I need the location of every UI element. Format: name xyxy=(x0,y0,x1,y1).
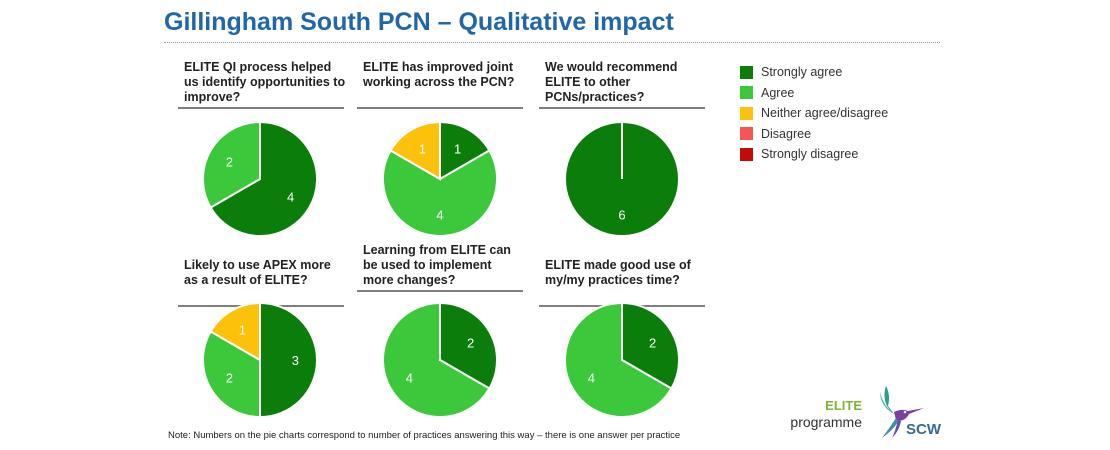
pie-slice-neither-agree-disagree xyxy=(389,120,441,181)
pie-data-label: 1 xyxy=(419,141,426,156)
chart-title: Learning from ELITE can be used to imple… xyxy=(363,243,511,287)
pie-data-label: 2 xyxy=(649,335,656,350)
pie-slice-agree xyxy=(382,301,491,418)
pie-data-label: 4 xyxy=(287,190,294,205)
legend-swatch xyxy=(740,106,753,120)
pie-slice-strongly-agree xyxy=(439,120,491,181)
hummingbird-icon xyxy=(880,386,924,438)
legend-label: Neither agree/disagree xyxy=(761,106,889,121)
legend-swatch xyxy=(740,127,753,141)
scw-logo-text: SCW xyxy=(906,421,941,438)
legend-item-neither: Neither agree/disagree xyxy=(740,103,888,124)
legend-item-strongly-disagree: Strongly disagree xyxy=(740,144,888,165)
chart-panel-2: ELITE has improved joint working across … xyxy=(355,60,525,109)
pie-data-label: 6 xyxy=(618,207,625,222)
chart-panel-1: ELITE QI process helped us identify oppo… xyxy=(176,60,346,109)
chart-title: We would recommend ELITE to other PCNs/p… xyxy=(545,60,678,104)
pie-slice-agree xyxy=(382,149,498,237)
pie-slice-agree xyxy=(202,120,261,209)
pie-slice-agree xyxy=(564,301,673,418)
legend-swatch xyxy=(740,65,753,79)
panel-divider xyxy=(539,107,705,109)
legend-label: Strongly disagree xyxy=(761,147,859,162)
legend-label: Disagree xyxy=(761,126,812,141)
pie-data-label: 2 xyxy=(226,371,233,386)
panel-divider xyxy=(357,107,523,109)
chart-title: ELITE QI process helped us identify oppo… xyxy=(184,60,346,104)
chart-title: Likely to use APEX more as a result of E… xyxy=(184,258,331,287)
pie-data-label: 1 xyxy=(239,322,246,337)
footnote: Note: Numbers on the pie charts correspo… xyxy=(168,430,681,441)
logo-programme-text: programme xyxy=(790,414,862,430)
elite-programme-logo: ELITE programme xyxy=(790,398,862,430)
chart-panel-3: We would recommend ELITE to other PCNs/p… xyxy=(537,60,707,109)
legend: Strongly agree Agree Neither agree/disag… xyxy=(740,62,888,165)
pie-data-label: 4 xyxy=(406,371,413,386)
pie-data-label: 4 xyxy=(588,371,595,386)
pie-data-label: 2 xyxy=(467,335,474,350)
legend-item-agree: Agree xyxy=(740,83,888,104)
pie-slice-strongly-agree xyxy=(259,301,318,419)
panel-divider xyxy=(357,290,523,292)
pie-data-label: 2 xyxy=(226,154,233,169)
legend-swatch xyxy=(740,147,753,161)
legend-item-strongly-agree: Strongly agree xyxy=(740,62,888,83)
pie-slice-strongly-agree xyxy=(209,120,318,237)
logo-elite-text: ELITE xyxy=(825,398,862,413)
chart-title: ELITE made good use of my/my practices t… xyxy=(545,258,691,287)
pie-data-label: 4 xyxy=(436,207,443,222)
pie-slice-neither-agree-disagree xyxy=(209,301,261,362)
legend-swatch xyxy=(740,86,753,100)
legend-item-disagree: Disagree xyxy=(740,124,888,145)
panel-divider xyxy=(178,107,344,109)
legend-label: Strongly agree xyxy=(761,65,843,80)
slide-title: Gillingham South PCN – Qualitative impac… xyxy=(164,8,674,36)
chart-title: ELITE has improved joint working across … xyxy=(363,60,515,89)
pie-data-label: 1 xyxy=(454,141,461,156)
legend-label: Agree xyxy=(761,85,795,100)
pie-data-label: 3 xyxy=(292,353,299,368)
chart-panel-5: Learning from ELITE can be used to imple… xyxy=(355,243,525,292)
title-divider xyxy=(164,42,940,43)
